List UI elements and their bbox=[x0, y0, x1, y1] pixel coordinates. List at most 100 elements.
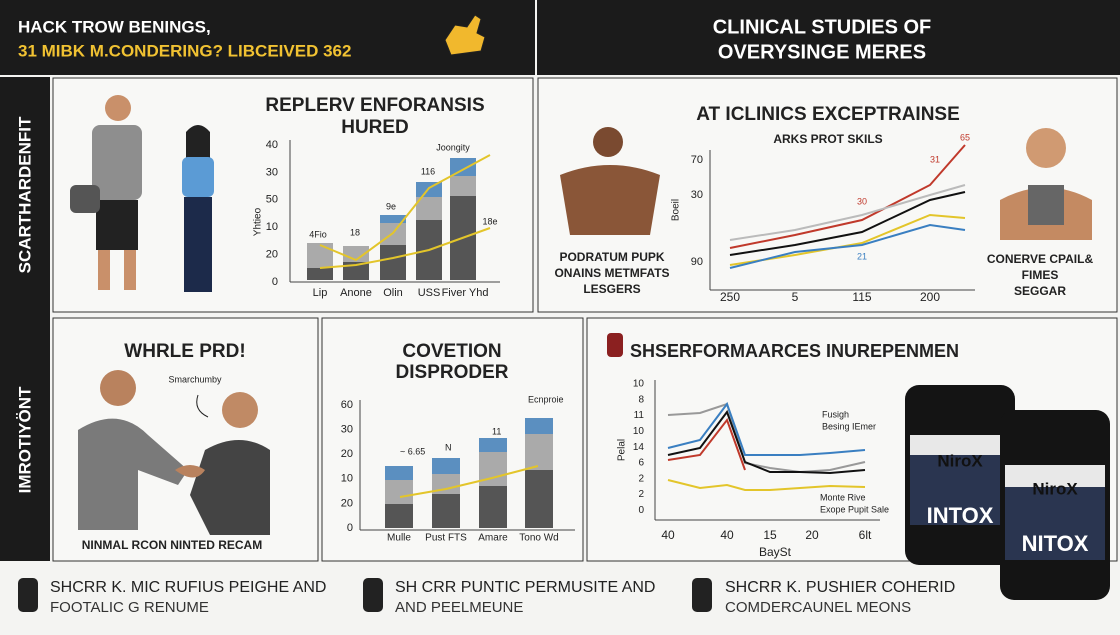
x-tick-label: Mulle bbox=[387, 533, 411, 544]
caption: SEGGAR bbox=[1014, 284, 1066, 298]
bottle-brand: NiroX bbox=[1032, 479, 1078, 498]
header-title: OVERYSINGE MERES bbox=[718, 41, 926, 63]
footer-icons bbox=[18, 578, 712, 612]
axis-label: BaySt bbox=[759, 545, 792, 559]
y-tick-label: 8 bbox=[638, 394, 644, 405]
legend-entry: Monte Rive bbox=[820, 492, 866, 502]
annotation: Joongity bbox=[436, 142, 470, 152]
y-tick-label: 0 bbox=[638, 505, 644, 516]
y-tick-label: 20 bbox=[341, 497, 353, 509]
bars-1 bbox=[307, 154, 491, 280]
y-tick-label: 2 bbox=[638, 473, 644, 484]
y-tick-label: 20 bbox=[341, 448, 353, 460]
annotation: 30 bbox=[857, 196, 867, 206]
x-tick-label: Pust FTS bbox=[425, 533, 467, 544]
y-tick-label: 14 bbox=[633, 442, 645, 453]
caption: ONAINS METMFATS bbox=[554, 266, 669, 280]
x-tick-label: 115 bbox=[852, 290, 871, 304]
footer-line: FOOTALIC G RENUME bbox=[50, 599, 209, 616]
y-tick-label: 0 bbox=[347, 522, 353, 534]
footer-line: COMDERCAUNEL MEONS bbox=[725, 599, 911, 616]
y-tick-label: 90 bbox=[691, 256, 703, 268]
annotation: 9e bbox=[386, 201, 396, 211]
legend-entry: Exope Pupit Sale bbox=[820, 504, 889, 514]
footer-line: SH CRR PUNTIC PERMUSITE AND bbox=[395, 579, 655, 596]
legend-entry: Besing IEmer bbox=[822, 421, 876, 431]
side-bar bbox=[0, 77, 50, 561]
side-label: IMROTIYÖNT bbox=[15, 386, 34, 493]
chart-1 bbox=[289, 140, 500, 283]
bottle-name: INTOX bbox=[927, 503, 994, 528]
smiling-man bbox=[1000, 128, 1092, 240]
y-tick-label: 30 bbox=[266, 166, 278, 178]
caption: FIMES bbox=[1022, 268, 1059, 282]
y-tick-label: 40 bbox=[266, 139, 278, 151]
muscle-man bbox=[560, 127, 660, 235]
y-tick-label: 10 bbox=[341, 473, 353, 485]
annotation: 4Fio bbox=[309, 229, 327, 239]
panel-title: COVETION bbox=[402, 341, 501, 362]
caption: CONERVE CPAIL& bbox=[987, 252, 1094, 266]
y-tick-label: 6 bbox=[638, 458, 644, 469]
axis-label: Yhtieo bbox=[253, 207, 264, 236]
y-tick-label: 30 bbox=[691, 189, 703, 201]
y-tick-label: 20 bbox=[266, 249, 278, 261]
axis-label: Boeil bbox=[671, 199, 682, 221]
y-tick-label: 2 bbox=[638, 489, 644, 500]
x-tick-label: 40 bbox=[720, 528, 734, 542]
panel-title: SHSERFORMAARCES INUREPENMEN bbox=[630, 341, 959, 361]
panel-title: AT ICLINICS EXCEPTRAINSE bbox=[696, 104, 960, 125]
panel-subtitle: ARKS PROT SKILS bbox=[773, 132, 882, 146]
annotation: 11 bbox=[492, 426, 501, 436]
y-tick-label: 10 bbox=[633, 379, 645, 390]
footer-line: AND PEELMEUNE bbox=[395, 599, 523, 616]
x-tick-label: USS bbox=[418, 287, 441, 299]
header-right-bg bbox=[537, 0, 1120, 75]
legend-entry: Fusigh bbox=[822, 409, 849, 419]
axis-label: Pelal bbox=[617, 439, 628, 461]
annotation: N bbox=[445, 442, 452, 452]
icon bbox=[607, 333, 623, 357]
y-tick-label: 30 bbox=[341, 424, 353, 436]
y-tick-label: 11 bbox=[634, 410, 645, 421]
caption: NINMAL RCON NINTED RECAM bbox=[82, 538, 262, 552]
x-tick-label: Tono Wd bbox=[519, 533, 558, 544]
panel-title: REPLERV ENFORANSIS bbox=[265, 95, 484, 116]
annotation: 116 bbox=[421, 166, 435, 176]
x-tick-label: Amare bbox=[478, 533, 508, 544]
x-tick-label: Lip bbox=[313, 287, 328, 299]
panel-title: DISPRODER bbox=[396, 362, 509, 383]
x-tick-label: Anone bbox=[340, 287, 372, 299]
y-tick-label: 0 bbox=[272, 276, 278, 288]
panel-title: WHRLE PRD! bbox=[124, 341, 245, 362]
chart-5 bbox=[607, 333, 880, 521]
bottle-brand: NiroX bbox=[937, 451, 983, 470]
chart-4 bbox=[359, 400, 575, 531]
speech: Smarchumby bbox=[168, 374, 222, 384]
y-tick-label: 10 bbox=[633, 426, 645, 437]
x-tick-label: 6lt bbox=[859, 528, 872, 542]
x-tick-label: Fiver Yhd bbox=[442, 287, 489, 299]
caption: LESGERS bbox=[583, 282, 640, 296]
handshake bbox=[78, 370, 270, 535]
hand-icon bbox=[444, 14, 486, 56]
y-tick-label: 70 bbox=[691, 154, 703, 166]
woman-figure bbox=[182, 125, 214, 292]
annotation: Ecnproie bbox=[528, 394, 564, 404]
panel-title: HURED bbox=[341, 117, 409, 138]
x-tick-label: 15 bbox=[763, 528, 777, 542]
annotation: 31 bbox=[930, 154, 940, 164]
x-tick-label: 250 bbox=[720, 290, 740, 304]
x-tick-label: Olin bbox=[383, 287, 403, 299]
caption: PODRATUM PUPK bbox=[559, 250, 664, 264]
annotation: 65 bbox=[960, 132, 970, 142]
annotation: ~ 6.65 bbox=[400, 446, 425, 456]
bottle-name: NITOX bbox=[1022, 531, 1089, 556]
header-title: HACK TROW BENINGS, bbox=[18, 17, 211, 36]
x-tick-label: 200 bbox=[920, 290, 940, 304]
footer-line: SHCRR K. MIC RUFIUS PEIGHE AND bbox=[50, 579, 326, 596]
x-tick-label: 20 bbox=[805, 528, 819, 542]
chart-2 bbox=[709, 144, 975, 291]
